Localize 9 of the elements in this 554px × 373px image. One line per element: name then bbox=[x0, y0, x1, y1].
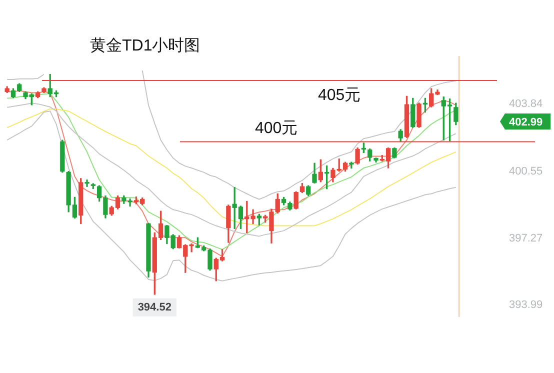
text: 402.99 bbox=[509, 116, 543, 129]
chart-title: 黄金TD1小时图 bbox=[90, 36, 200, 54]
ref-line-label: 405元 bbox=[318, 86, 361, 104]
y-tick-label: 400.55 bbox=[509, 165, 543, 178]
annotation: 394.52 bbox=[138, 301, 172, 314]
y-tick-label: 403.84 bbox=[509, 98, 543, 110]
y-tick-label: 397.27 bbox=[509, 232, 543, 244]
ref-line-label: 400元 bbox=[255, 120, 298, 138]
y-tick-label: 393.99 bbox=[509, 299, 543, 312]
